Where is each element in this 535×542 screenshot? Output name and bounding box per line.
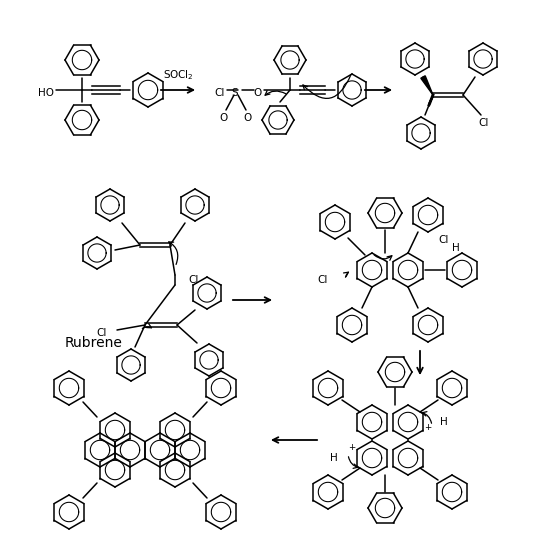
Text: $^+$: $^+$ — [423, 423, 433, 436]
Text: Cl: Cl — [188, 275, 198, 285]
Polygon shape — [421, 76, 433, 95]
Text: O: O — [220, 113, 228, 123]
Text: HO: HO — [38, 88, 54, 98]
Text: O: O — [244, 113, 252, 123]
Text: $^+$: $^+$ — [347, 443, 357, 456]
Text: O: O — [253, 88, 261, 98]
Text: SOCl$_2$: SOCl$_2$ — [163, 68, 194, 82]
Text: Rubrene: Rubrene — [65, 336, 123, 350]
Text: Cl: Cl — [318, 275, 328, 285]
Text: Cl: Cl — [97, 328, 107, 338]
Text: Cl: Cl — [215, 88, 225, 98]
Text: Cl: Cl — [479, 118, 489, 128]
Text: H: H — [330, 453, 338, 463]
Text: H: H — [440, 417, 448, 427]
Text: Cl: Cl — [438, 235, 448, 245]
Text: S: S — [232, 88, 238, 98]
Text: H: H — [452, 243, 460, 253]
